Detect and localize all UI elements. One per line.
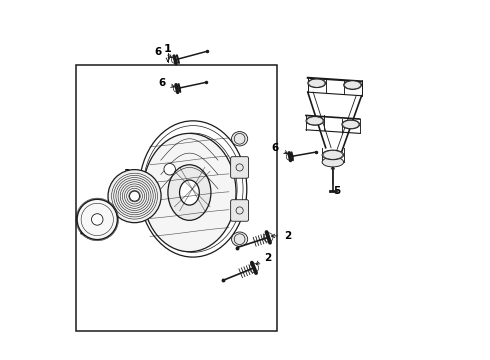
- Text: 3: 3: [124, 168, 131, 179]
- FancyBboxPatch shape: [231, 200, 248, 221]
- Text: 2: 2: [284, 231, 291, 240]
- Ellipse shape: [306, 116, 324, 125]
- Ellipse shape: [92, 214, 103, 225]
- Ellipse shape: [322, 150, 343, 160]
- Ellipse shape: [179, 180, 199, 205]
- FancyBboxPatch shape: [231, 157, 248, 178]
- Ellipse shape: [308, 79, 326, 87]
- Text: 6: 6: [272, 143, 279, 153]
- Circle shape: [164, 163, 175, 175]
- Ellipse shape: [343, 81, 362, 89]
- Ellipse shape: [322, 157, 343, 167]
- Ellipse shape: [342, 120, 360, 129]
- Text: 6: 6: [158, 78, 166, 88]
- Ellipse shape: [168, 165, 211, 220]
- Bar: [76, 65, 277, 330]
- Ellipse shape: [143, 134, 236, 252]
- Text: 1: 1: [164, 44, 172, 54]
- Ellipse shape: [108, 170, 161, 223]
- Ellipse shape: [232, 132, 247, 146]
- Text: 6: 6: [154, 46, 162, 57]
- Ellipse shape: [77, 199, 117, 239]
- Ellipse shape: [232, 232, 247, 246]
- Text: 4: 4: [79, 228, 87, 238]
- Ellipse shape: [129, 191, 140, 201]
- Text: 2: 2: [264, 253, 271, 263]
- Text: 5: 5: [333, 186, 340, 197]
